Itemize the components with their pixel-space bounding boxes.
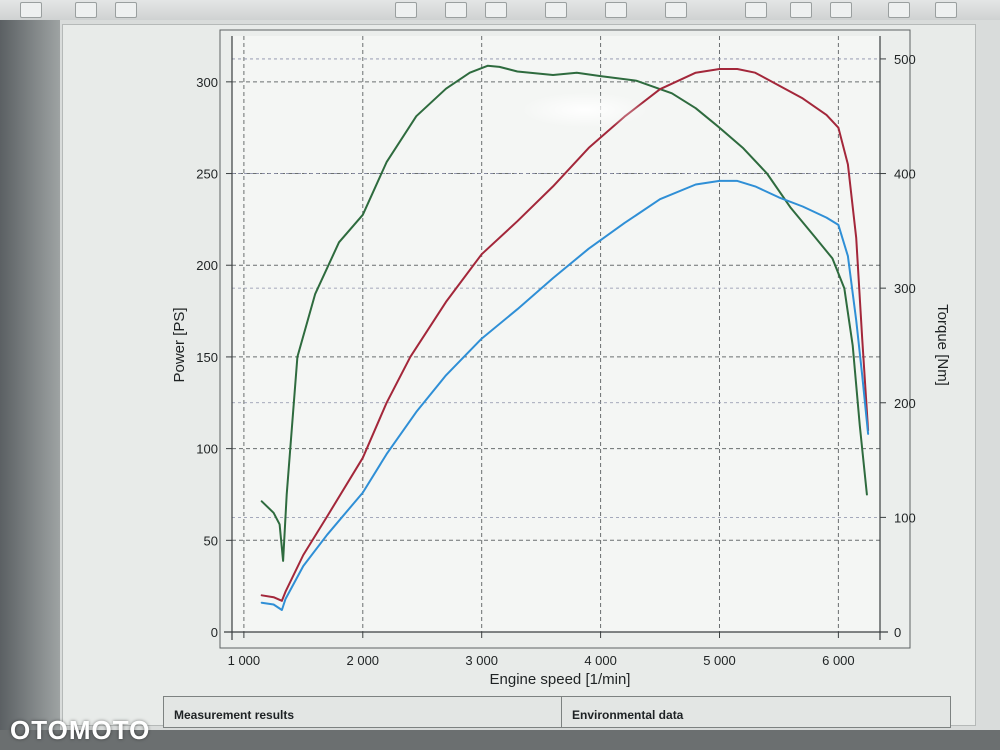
report-tabs: Measurement results Environmental data (163, 696, 951, 728)
draw-icon[interactable] (445, 2, 467, 18)
grid (232, 36, 880, 632)
y-tick-label: 100 (196, 442, 218, 457)
toolbar (0, 0, 1000, 21)
eraser-icon[interactable] (830, 2, 852, 18)
y-tick-label: 150 (196, 350, 218, 365)
x-tick-label: 4 000 (584, 653, 617, 668)
y2-tick-label: 100 (894, 510, 916, 525)
x-tick-label: 5 000 (703, 653, 736, 668)
tab-measurement-results[interactable]: Measurement results (164, 697, 562, 727)
y-tick-label: 250 (196, 167, 218, 182)
page-icon[interactable] (20, 2, 42, 18)
y2-tick-label: 300 (894, 281, 916, 296)
y2-tick-label: 500 (894, 52, 916, 67)
y-tick-label: 300 (196, 75, 218, 90)
blue-curve (260, 179, 870, 611)
layout-icon[interactable] (545, 2, 567, 18)
sort-icon[interactable] (75, 2, 97, 18)
plot-area (232, 36, 880, 632)
text-icon[interactable] (605, 2, 627, 18)
y2-tick-label: 400 (894, 167, 916, 182)
tab-environmental-data[interactable]: Environmental data (572, 708, 684, 722)
bottom-bezel (0, 730, 1000, 750)
x-tick-label: 6 000 (822, 653, 855, 668)
chevron-down-icon[interactable] (790, 2, 812, 18)
power-curve (260, 68, 870, 602)
save-icon[interactable] (935, 2, 957, 18)
axes (224, 36, 888, 640)
stamp-icon[interactable] (745, 2, 767, 18)
y2-axis-label: Torque [Nm] (934, 304, 951, 386)
series-lines (260, 64, 870, 611)
x-tick-label: 3 000 (465, 653, 498, 668)
y-tick-label: 50 (204, 533, 218, 548)
y-axis-label: Power [PS] (171, 307, 188, 382)
y2-tick-label: 200 (894, 396, 916, 411)
add-icon[interactable] (395, 2, 417, 18)
image-icon[interactable] (485, 2, 507, 18)
x-tick-label: 2 000 (347, 653, 380, 668)
torque-curve (260, 64, 868, 562)
y-tick-label: 200 (196, 258, 218, 273)
y-tick-label: 0 (211, 625, 218, 640)
x-tick-label: 1 000 (228, 653, 261, 668)
x-axis-label: Engine speed [1/min] (490, 671, 631, 688)
check-icon[interactable] (665, 2, 687, 18)
watermark-logo: OTOMOTO (10, 715, 151, 745)
window-left-edge (0, 20, 60, 730)
search-icon[interactable] (115, 2, 137, 18)
y2-tick-label: 0 (894, 625, 901, 640)
print-icon[interactable] (888, 2, 910, 18)
tick-labels: 1 000 2 000 3 000 4 000 5 000 6 000 0 50 100 150 2… (196, 52, 915, 668)
